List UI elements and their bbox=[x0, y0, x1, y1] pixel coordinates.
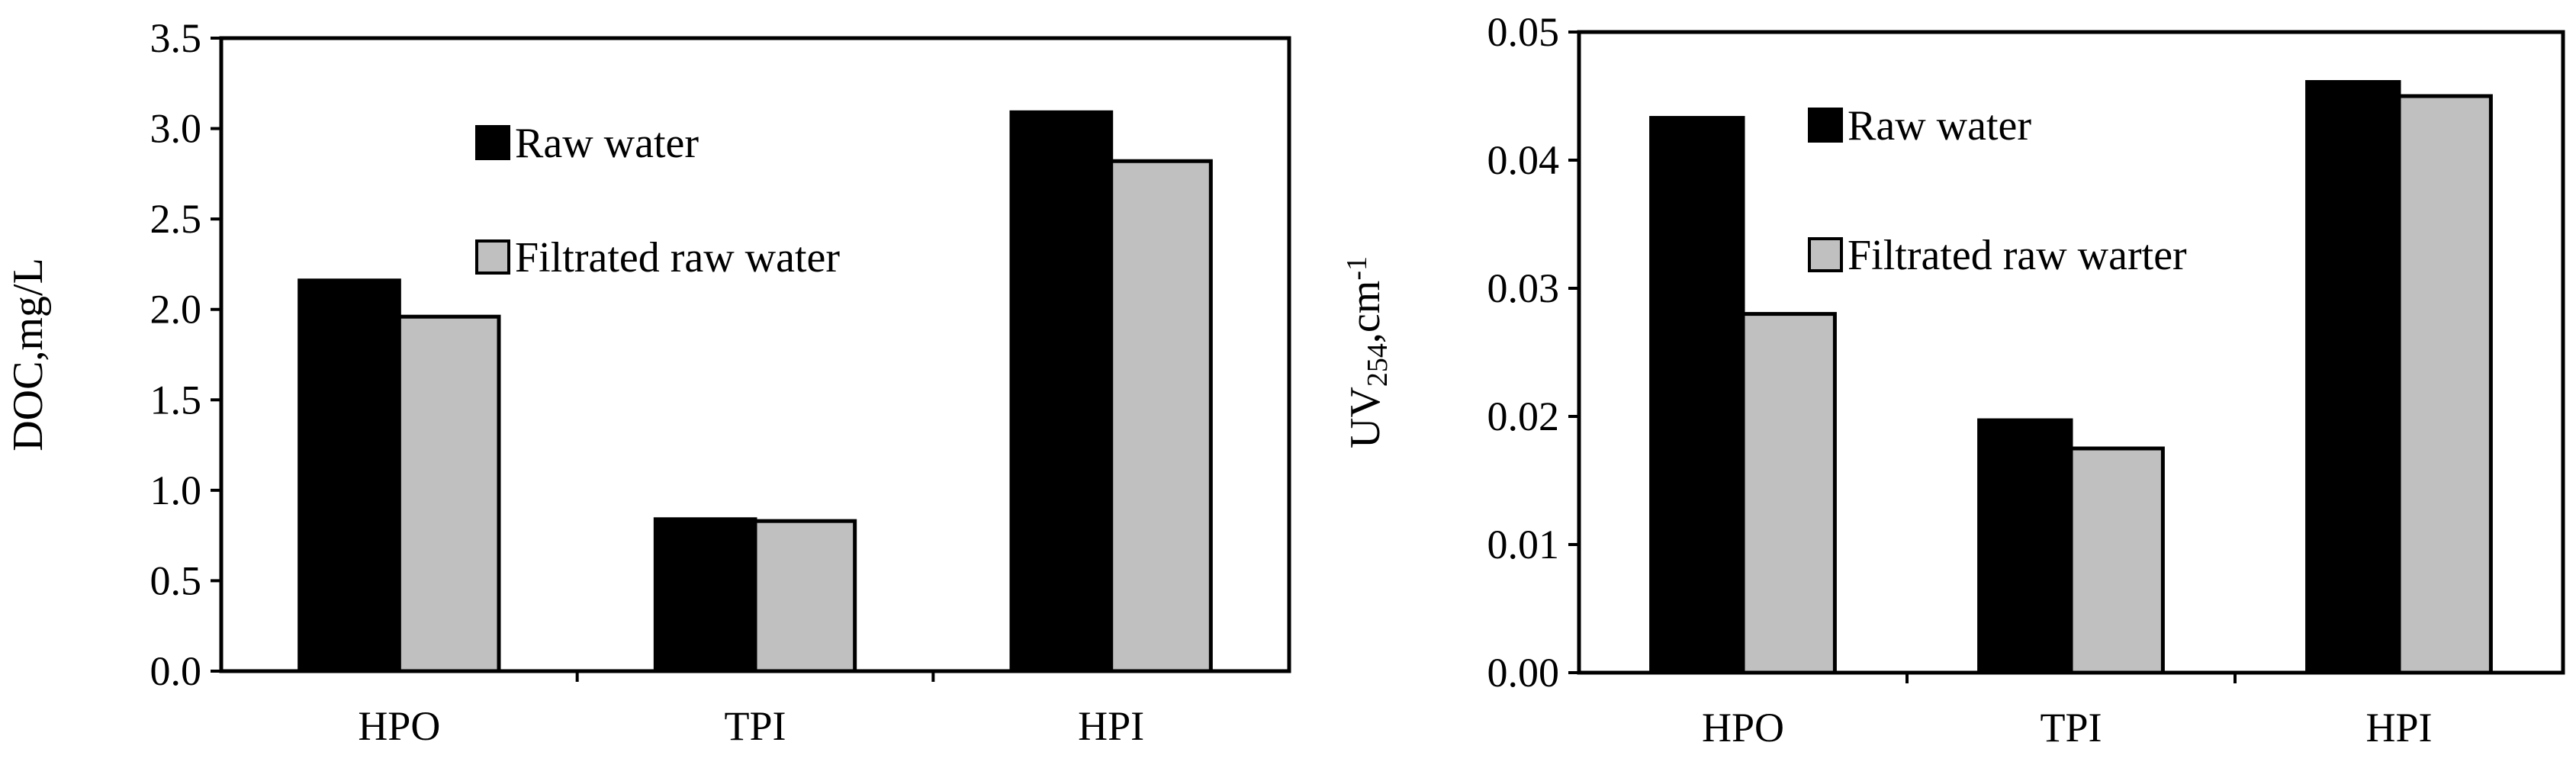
legend-label: Filtrated raw water bbox=[515, 234, 840, 281]
legend-label: Raw water bbox=[515, 120, 699, 167]
legend-label: Filtrated raw warter bbox=[1848, 232, 2187, 279]
bar-hpo-series-1 bbox=[1649, 116, 1745, 675]
x-tick-label: HPO bbox=[358, 703, 440, 749]
bar-tpi-series-2 bbox=[753, 519, 857, 673]
x-tick-label: HPI bbox=[1078, 703, 1144, 749]
y-tick-label: 0.03 bbox=[1487, 265, 1560, 311]
legend-swatch bbox=[475, 125, 510, 160]
doc-chart: 0.0 0.5 1.0 1.5 2.0 2.5 3.0 3.5 HPO TPI HPI DOC,mg/… bbox=[5, 15, 1291, 749]
y-tick-label: 0.02 bbox=[1487, 394, 1560, 439]
legend-swatch bbox=[475, 239, 510, 275]
y-tick-label: 0.04 bbox=[1487, 137, 1560, 183]
bar-hpi-series-2 bbox=[1109, 159, 1213, 673]
legend-label: Raw water bbox=[1848, 102, 2031, 149]
bar-hpi-series-2 bbox=[2397, 94, 2493, 675]
bar-tpi-series-1 bbox=[1977, 418, 2073, 675]
bar-tpi-series-1 bbox=[653, 517, 757, 673]
y-tick-label: 2.0 bbox=[150, 287, 202, 333]
y-tick-label: 0.5 bbox=[150, 558, 202, 603]
y-tick-label: 2.5 bbox=[150, 196, 202, 242]
y-tick-label: 3.0 bbox=[150, 106, 202, 152]
legend-swatch bbox=[1808, 108, 1843, 143]
x-tick-label: TPI bbox=[2041, 705, 2102, 750]
y-tick-label: 0.01 bbox=[1487, 522, 1560, 567]
bar-hpo-series-2 bbox=[1741, 312, 1837, 675]
y-tick-label: 0.0 bbox=[150, 648, 202, 694]
x-tick-label: HPO bbox=[1702, 705, 1784, 750]
y-tick-label: 0.00 bbox=[1487, 650, 1560, 696]
uv254-chart: 0.00 0.01 0.02 0.03 0.04 0.05 HPO TPI HPI UV254,c… bbox=[1341, 9, 2565, 750]
bar-hpi-series-1 bbox=[1009, 110, 1114, 673]
y-tick-label: 1.5 bbox=[150, 377, 202, 423]
y-axis-label: DOC,mg/L bbox=[5, 258, 52, 451]
x-tick-label: HPI bbox=[2365, 705, 2432, 750]
y-tick-label: 0.05 bbox=[1487, 9, 1560, 55]
bar-hpi-series-1 bbox=[2305, 80, 2401, 675]
bar-hpo-series-2 bbox=[397, 314, 501, 673]
x-tick-label: TPI bbox=[725, 703, 786, 749]
y-tick-label: 3.5 bbox=[150, 15, 202, 61]
legend-swatch bbox=[1808, 237, 1843, 272]
bar-hpo-series-1 bbox=[297, 278, 401, 673]
y-axis-label: UV254,cm-1 bbox=[1341, 256, 1394, 448]
y-tick-label: 1.0 bbox=[150, 468, 202, 513]
bar-tpi-series-2 bbox=[2069, 446, 2165, 675]
